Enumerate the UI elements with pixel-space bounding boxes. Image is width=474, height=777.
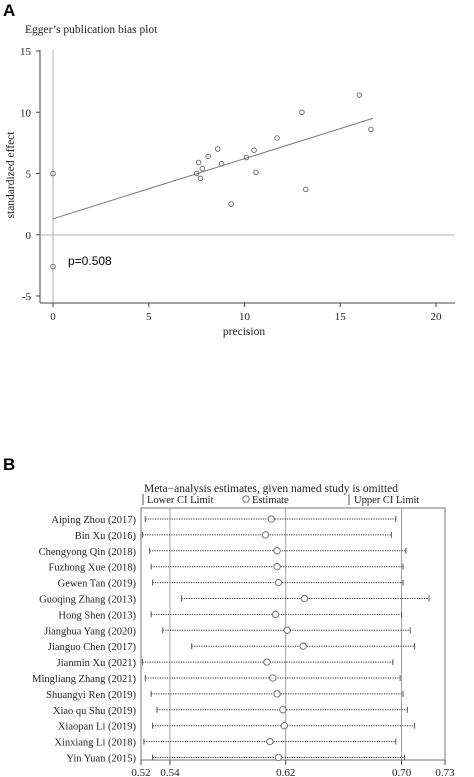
study-label: Fuzhong Xue (2018) [49,563,137,574]
estimate-marker [266,737,274,746]
estimate-marker [283,626,291,634]
data-point [251,147,257,153]
study-row: Xiaopan Li (2019) [58,722,416,733]
egger-plot-title: Egger’s publication bias plot [25,24,158,36]
legend-upper-label: Upper CI Limit [354,495,419,506]
x-tick-label: 20 [431,311,443,323]
study-row: Aiping Zhou (2017) [51,515,397,526]
forest-x-tick-label: 0.70 [392,767,412,777]
estimate-marker [273,547,281,555]
forest-legend: Lower CI Limit Estimate Upper CI Limit [142,494,419,506]
study-label: Mingliang Zhang (2021) [32,674,136,685]
study-label: Aiping Zhou (2017) [51,515,136,526]
study-label: Gewen Tan (2019) [58,579,137,590]
y-tick-label: 5 [26,169,32,181]
study-label: Chengyong Qin (2018) [39,547,137,558]
study-row: Bin Xu (2016) [75,531,392,542]
data-point [50,263,56,270]
y-tick-label: 10 [20,107,32,119]
forest-x-tick-label: 0.54 [160,767,180,777]
study-label: Yin Yuan (2015) [66,754,136,765]
estimate-marker [274,578,283,587]
study-label: Hong Shen (2013) [58,610,136,621]
data-point [274,135,280,141]
study-row: Jianmin Xu (2021) [57,658,394,669]
x-tick-label: 15 [335,311,347,323]
study-label: Xiao qu Shu (2019) [53,706,137,717]
study-label: Xiaopan Li (2019) [58,722,137,733]
study-row: Mingliang Zhang (2021) [32,674,401,685]
estimate-marker [273,690,281,698]
estimate-marker [271,610,280,619]
study-label: Shuangyi Ren (2019) [46,690,136,701]
data-point [197,175,204,182]
estimate-marker [299,642,307,650]
data-point [356,92,363,98]
estimate-marker [279,706,287,714]
estimate-marker [274,753,283,762]
study-row: Chengyong Qin (2018) [39,547,407,558]
legend-estimate-label: Estimate [252,495,289,506]
y-tick-label: -5 [22,291,32,303]
regression-line [52,117,373,220]
panel-a-letter: A [3,1,15,20]
study-row: Gewen Tan (2019) [58,578,404,590]
data-point [195,159,202,166]
study-label: Xinxiang Li (2018) [54,738,136,749]
data-point [299,109,305,115]
forest-plot-title: Meta−analysis estimates, given named stu… [144,483,398,495]
estimate-marker [300,594,309,603]
study-row: Hong Shen (2013) [58,610,403,621]
data-point [199,165,206,172]
data-point [205,153,211,160]
legend-estimate-marker [242,495,250,503]
y-tick-label: 0 [26,230,32,242]
forest-x-tick-label: 0.52 [131,767,150,777]
data-point [303,186,309,193]
data-point [228,201,234,207]
estimate-marker [261,531,270,539]
forest-plot: Aiping Zhou (2017) Bin Xu (2016) Chengyong… [32,507,455,777]
study-row: Shuangyi Ren (2019) [46,690,404,701]
x-tick-label: 0 [50,311,56,323]
x-axis-label: precision [223,326,265,338]
estimate-marker [273,563,281,571]
study-label: Guoqing Zhang (2013) [39,595,136,606]
data-point [50,170,56,177]
y-tick-label: 15 [20,46,32,58]
data-point [214,146,221,152]
estimate-marker [269,674,277,682]
estimate-marker [267,515,275,523]
study-row: Yin Yuan (2015) [66,753,405,765]
study-label: Bin Xu (2016) [75,531,137,542]
x-tick-label: 10 [239,311,251,323]
panel-b-letter: B [3,455,15,474]
study-row: Jianguo Chen (2017) [48,642,416,653]
forest-frame [140,507,446,761]
study-row: Jianghua Yang (2020) [44,626,411,637]
forest-x-tick-label: 0.73 [435,767,455,777]
study-label: Jianguo Chen (2017) [48,642,137,653]
study-row: Guoqing Zhang (2013) [39,594,430,606]
egger-plot: 0 5 10 15 20 -5 0 5 10 15 p=0.508 precision stan… [5,46,455,338]
estimate-marker [263,658,271,666]
study-label: Jianghua Yang (2020) [44,626,136,637]
forest-x-tick-label: 0.62 [276,767,295,777]
study-label: Jianmin Xu (2021) [57,658,137,669]
estimate-marker [280,722,288,730]
y-axis-label: standardized effect [5,131,17,219]
x-tick-label: 5 [146,311,152,323]
p-value-label: p=0.508 [68,254,112,268]
study-row: Xiao qu Shu (2019) [53,706,408,717]
data-point [253,169,259,176]
data-point [368,126,374,133]
legend-lower-label: Lower CI Limit [147,495,214,506]
study-row: Xinxiang Li (2018) [54,737,397,749]
study-row: Fuzhong Xue (2018) [49,563,404,574]
